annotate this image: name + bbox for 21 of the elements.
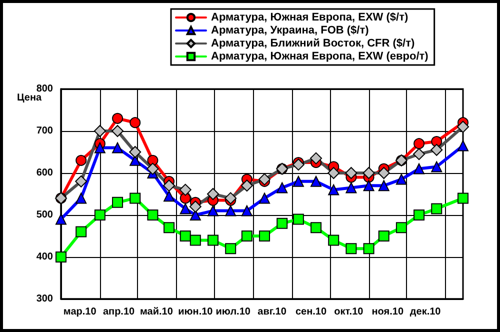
y-tick-label: 300 [36, 294, 54, 304]
y-tick-label: 400 [36, 252, 54, 262]
x-tick-label: ноя.10 [372, 306, 404, 318]
x-tick-label: апр.10 [102, 306, 136, 318]
y-tick-label: 700 [36, 126, 54, 136]
legend-label: Арматура, Южная Европа, EXW (евро/т) [211, 50, 429, 62]
x-tick-label: мар.10 [63, 306, 97, 318]
y-tick-label: 800 [36, 84, 54, 94]
legend-label: Арматура, Южная Европа, EXW ($/т) [211, 12, 408, 24]
legend-label: Арматура, Украина, FOB ($/т) [211, 24, 370, 36]
y-tick-label: 500 [36, 210, 54, 220]
legend-label: Арматура, Ближний Восток, CFR ($/т) [211, 38, 415, 50]
y-tick-label: 600 [36, 168, 54, 178]
y-axis-title: Цена [17, 92, 42, 104]
x-tick-label: июл.10 [216, 306, 251, 318]
x-tick-label: май.10 [140, 306, 174, 318]
x-tick-label: дек.10 [410, 306, 442, 318]
x-tick-label: окт.10 [334, 306, 364, 318]
x-tick-label: сен.10 [295, 306, 327, 318]
x-tick-label: авг.10 [258, 306, 287, 318]
x-tick-label: июн.10 [178, 306, 214, 318]
